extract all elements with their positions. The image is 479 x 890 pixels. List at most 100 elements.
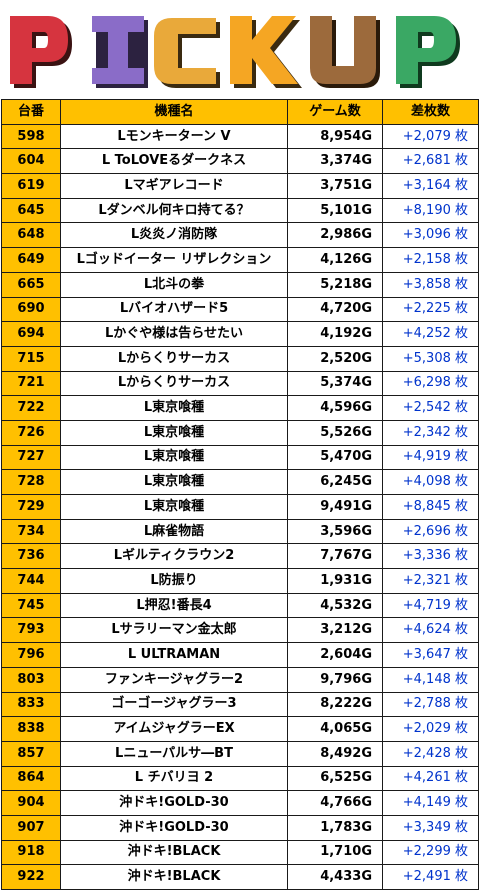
machine-number-cell: 793 (1, 617, 61, 644)
coin-difference-cell: +4,098 枚 (382, 469, 479, 495)
machine-name-cell: ファンキージャグラー2 (60, 666, 288, 693)
machine-number-cell: 745 (1, 592, 61, 619)
coin-difference-cell: +2,321 枚 (382, 568, 479, 594)
machine-name-cell: Lバイオハザード5 (60, 296, 288, 323)
game-count-cell: 8,222G (287, 691, 383, 718)
machine-number-cell: 648 (1, 222, 61, 249)
table-row: 694 Lかぐや様は告らせたい 4,192G +4,252 枚 (1, 321, 479, 347)
machine-number-cell: 857 (1, 740, 61, 767)
table-row: 715 Lからくりサーカス 2,520G +5,308 枚 (1, 345, 479, 372)
table-row: 619 Lマギアレコード 3,751G +3,164 枚 (1, 173, 479, 199)
game-count-cell: 1,783G (287, 814, 383, 841)
machine-number-cell: 645 (1, 197, 61, 224)
machine-number-cell: 729 (1, 494, 61, 520)
game-count-cell: 6,245G (287, 469, 383, 495)
machine-name-cell: L東京喰種 (60, 444, 288, 471)
machine-name-cell: Lサラリーマン金太郎 (60, 617, 288, 644)
game-count-cell: 4,596G (287, 395, 383, 421)
game-count-cell: 2,520G (287, 345, 383, 372)
table-row: 744 L防振り 1,931G +2,321 枚 (1, 568, 479, 594)
machine-name-cell: L北斗の拳 (60, 271, 288, 298)
coin-difference-cell: +2,342 枚 (382, 419, 479, 446)
banner-letter-p-red (10, 16, 72, 88)
table-row: 833 ゴーゴージャグラー3 8,222G +2,788 枚 (1, 691, 479, 718)
coin-difference-cell: +2,299 枚 (382, 839, 479, 866)
machine-name-cell: L麻雀物語 (60, 518, 288, 545)
banner-letter-c-orange (154, 18, 220, 88)
machine-number-cell: 604 (1, 148, 61, 175)
coin-difference-cell: +2,225 枚 (382, 296, 479, 323)
coin-difference-cell: +4,624 枚 (382, 617, 479, 644)
machine-name-cell: Lかぐや様は告らせたい (60, 321, 288, 347)
machine-name-cell: L東京喰種 (60, 419, 288, 446)
banner-letter-i-purple (92, 16, 148, 88)
machine-name-cell: L チバリヨ 2 (60, 765, 288, 792)
coin-difference-cell: +4,719 枚 (382, 592, 479, 619)
machine-name-cell: L ToLOVEるダークネス (60, 148, 288, 175)
game-count-cell: 3,212G (287, 617, 383, 644)
coin-difference-cell: +2,681 枚 (382, 148, 479, 175)
table-row: 793 Lサラリーマン金太郎 3,212G +4,624 枚 (1, 617, 479, 644)
game-count-cell: 2,604G (287, 642, 383, 668)
game-count-cell: 5,470G (287, 444, 383, 471)
machine-name-cell: 沖ドキ!BLACK (60, 839, 288, 866)
game-count-cell: 7,767G (287, 543, 383, 570)
machine-name-cell: アイムジャグラーEX (60, 716, 288, 742)
coin-difference-cell: +2,079 枚 (382, 123, 479, 150)
table-row: 734 L麻雀物語 3,596G +2,696 枚 (1, 518, 479, 545)
machine-name-cell: L防振り (60, 568, 288, 594)
coin-difference-cell: +2,788 枚 (382, 691, 479, 718)
game-count-cell: 4,126G (287, 247, 383, 273)
pickup-banner (0, 0, 479, 100)
table-row: 727 L東京喰種 5,470G +4,919 枚 (1, 444, 479, 471)
game-count-cell: 4,192G (287, 321, 383, 347)
machine-name-cell: 沖ドキ!GOLD-30 (60, 814, 288, 841)
machine-number-cell: 598 (1, 123, 61, 150)
table-row: 690 Lバイオハザード5 4,720G +2,225 枚 (1, 296, 479, 323)
coin-difference-cell: +3,336 枚 (382, 543, 479, 570)
table-row: 729 L東京喰種 9,491G +8,845 枚 (1, 494, 479, 520)
machine-number-cell: 694 (1, 321, 61, 347)
banner-letter-p-green (396, 16, 460, 88)
table-row: 598 Lモンキーターン V 8,954G +2,079 枚 (1, 123, 479, 150)
machine-number-cell: 907 (1, 814, 61, 841)
machine-number-cell: 727 (1, 444, 61, 471)
header-machine-name: 機種名 (60, 99, 288, 125)
table-row: 604 L ToLOVEるダークネス 3,374G +2,681 枚 (1, 148, 479, 175)
machine-name-cell: Lモンキーターン V (60, 123, 288, 150)
machine-name-cell: Lからくりサーカス (60, 370, 288, 397)
table-row: 721 Lからくりサーカス 5,374G +6,298 枚 (1, 370, 479, 397)
coin-difference-cell: +6,298 枚 (382, 370, 479, 397)
machine-number-cell: 726 (1, 419, 61, 446)
machine-number-cell: 922 (1, 864, 61, 890)
coin-difference-cell: +3,164 枚 (382, 173, 479, 199)
machine-number-cell: 803 (1, 666, 61, 693)
machine-number-cell: 736 (1, 543, 61, 570)
machine-number-cell: 715 (1, 345, 61, 372)
game-count-cell: 1,710G (287, 839, 383, 866)
game-count-cell: 9,491G (287, 494, 383, 520)
table-row: 736 Lギルティクラウン2 7,767G +3,336 枚 (1, 543, 479, 570)
machine-name-cell: L押忍!番長4 (60, 592, 288, 619)
game-count-cell: 6,525G (287, 765, 383, 792)
table-row: 922 沖ドキ!BLACK 4,433G +2,491 枚 (1, 864, 479, 890)
machine-number-cell: 722 (1, 395, 61, 421)
game-count-cell: 3,374G (287, 148, 383, 175)
banner-letter-k-amber (230, 16, 302, 88)
table-row: 665 L北斗の拳 5,218G +3,858 枚 (1, 271, 479, 298)
coin-difference-cell: +3,096 枚 (382, 222, 479, 249)
machine-name-cell: L炎炎ノ消防隊 (60, 222, 288, 249)
machine-number-cell: 619 (1, 173, 61, 199)
coin-difference-cell: +4,252 枚 (382, 321, 479, 347)
table-row: 907 沖ドキ!GOLD-30 1,783G +3,349 枚 (1, 814, 479, 841)
machine-number-cell: 728 (1, 469, 61, 495)
table-row: 726 L東京喰種 5,526G +2,342 枚 (1, 419, 479, 446)
coin-difference-cell: +5,308 枚 (382, 345, 479, 372)
header-game-count: ゲーム数 (287, 99, 383, 125)
table-row: 728 L東京喰種 6,245G +4,098 枚 (1, 469, 479, 495)
coin-difference-cell: +2,542 枚 (382, 395, 479, 421)
game-count-cell: 4,065G (287, 716, 383, 742)
machine-name-cell: Lニューパルサ―BT (60, 740, 288, 767)
table-row: 918 沖ドキ!BLACK 1,710G +2,299 枚 (1, 839, 479, 866)
table-row: 803 ファンキージャグラー2 9,796G +4,148 枚 (1, 666, 479, 693)
